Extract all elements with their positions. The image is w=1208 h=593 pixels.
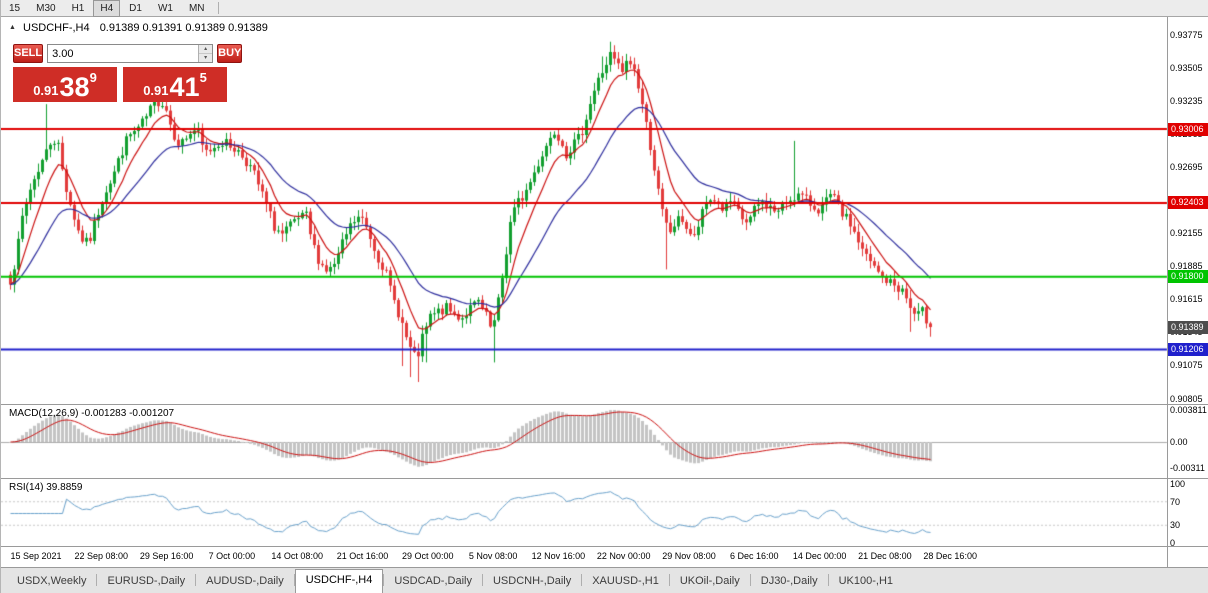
chart-tab-usdcad-daily[interactable]: USDCAD-,Daily — [394, 575, 472, 587]
time-axis-label: 7 Oct 00:00 — [208, 551, 256, 561]
hline-price-tag: 0.92403 — [1168, 196, 1208, 210]
rsi-timeaxis-separator — [1, 546, 1208, 547]
timeframe-toolbar: 15 M30 H1 H4 D1 W1 MN — [1, 0, 1208, 17]
time-axis-label: 29 Sep 16:00 — [139, 551, 194, 561]
bid-price-sup: 9 — [89, 70, 97, 85]
volume-decrease-button[interactable]: ▾ — [199, 54, 213, 62]
volume-increase-button[interactable]: ▴ — [199, 45, 213, 54]
chart-tab-bar: USDX,Weekly EURUSD-,Daily AUDUSD-,Daily USD… — [1, 567, 1208, 593]
time-axis-label: 22 Nov 00:00 — [596, 551, 651, 561]
rsi-axis-label: 0 — [1170, 538, 1176, 548]
time-axis-label: 15 Sep 2021 — [10, 551, 62, 561]
price-axis-label: 0.92695 — [1170, 162, 1203, 173]
time-axis-label: 14 Dec 00:00 — [792, 551, 847, 561]
time-axis-label: 28 Dec 16:00 — [923, 551, 977, 561]
price-axis[interactable]: 0.937750.935050.932350.929650.926950.924… — [1168, 18, 1208, 567]
toolbar-separator — [217, 2, 219, 14]
buy-price-panel[interactable]: 0.91 41 5 — [123, 67, 227, 102]
hline-price-tag: 0.93006 — [1168, 122, 1208, 136]
hline-price-tag: 0.91206 — [1168, 342, 1208, 356]
timeframe-button-m30[interactable]: M30 — [36, 2, 56, 14]
timeframe-button-h4[interactable]: H4 — [93, 0, 121, 17]
time-axis-label: 12 Nov 16:00 — [531, 551, 586, 561]
chart-tab-eurusd-daily[interactable]: EURUSD-,Daily — [107, 575, 186, 587]
bid-price-prefix: 0.91 — [33, 83, 59, 98]
price-axis-separator — [1167, 17, 1168, 567]
macd-axis-label: 0.00 — [1170, 437, 1188, 447]
price-axis-label: 0.93775 — [1170, 30, 1203, 40]
timeframe-button-w1[interactable]: W1 — [157, 2, 173, 14]
price-axis-label: 0.93235 — [1170, 96, 1203, 107]
time-axis-label: 6 Dec 16:00 — [730, 551, 779, 561]
one-click-collapse-icon[interactable]: ▲ — [9, 24, 16, 31]
tab-separator — [749, 574, 751, 586]
timeframe-button-d1[interactable]: D1 — [129, 2, 142, 14]
chart-symbol-title: USDCHF-,H4 — [23, 22, 90, 34]
chart-tab-uk100-h1[interactable]: UK100-,H1 — [838, 575, 894, 587]
rsi-axis-label: 70 — [1170, 496, 1181, 507]
chart-tab-usdcnh-daily[interactable]: USDCNH-,Daily — [492, 575, 572, 587]
timeframe-button-mn[interactable]: MN — [188, 2, 205, 14]
price-axis-label: 0.91075 — [1170, 360, 1203, 371]
tab-separator — [481, 574, 483, 586]
chart-ohlc-values: 0.91389 0.91391 0.91389 0.91389 — [99, 22, 268, 34]
time-axis-label: 14 Oct 08:00 — [271, 551, 323, 561]
time-axis-label: 29 Nov 08:00 — [662, 551, 716, 561]
tab-separator — [96, 574, 98, 586]
rsi-axis-label: 100 — [1170, 479, 1186, 489]
chart-tab-audusd-daily[interactable]: AUDUSD-,Daily — [206, 575, 284, 587]
price-axis-label: 0.93505 — [1170, 63, 1203, 74]
ask-price-prefix: 0.91 — [143, 83, 169, 98]
current-price-tag: 0.91389 — [1168, 320, 1208, 334]
volume-spinner: ▴ ▾ — [198, 45, 213, 62]
one-click-trading-panel: SELL ▴ ▾ BUY 0.91 38 9 0.91 41 5 — [13, 44, 243, 102]
time-axis-label: 5 Nov 08:00 — [468, 551, 518, 561]
price-axis-label: 0.92155 — [1170, 228, 1203, 239]
timeframe-button-15[interactable]: 15 — [9, 2, 21, 14]
buy-button[interactable]: BUY — [217, 44, 243, 63]
chart-tab-ukoil-daily[interactable]: UKOil-,Daily — [679, 575, 740, 587]
macd-indicator-title: MACD(12,26,9) -0.001283 -0.001207 — [9, 408, 175, 419]
macd-axis-label: 0.003811 — [1170, 405, 1207, 415]
bid-price-big: 38 — [59, 72, 90, 102]
tab-separator — [293, 574, 295, 586]
rsi-indicator-title: RSI(14) 39.8859 — [9, 482, 83, 493]
volume-input[interactable] — [48, 45, 199, 62]
price-axis-label: 0.91885 — [1170, 261, 1203, 272]
ask-price-big: 41 — [169, 72, 200, 102]
timeframe-button-h1[interactable]: H1 — [71, 2, 85, 14]
tab-separator — [383, 574, 385, 586]
time-axis-label: 21 Dec 08:00 — [858, 551, 912, 561]
tab-separator — [195, 574, 197, 586]
chart-macd-separator[interactable] — [1, 404, 1208, 405]
price-axis-label: 0.90805 — [1170, 393, 1203, 404]
time-axis[interactable]: 15 Sep 2021 22 Sep 08:00 29 Sep 16:00 7 Oct… — [1, 548, 1167, 566]
timeframe-buttons: 15 M30 H1 H4 D1 W1 MN — [1, 0, 213, 17]
chart-tab-xauusd-h1[interactable]: XAUUSD-,H1 — [592, 575, 659, 587]
rsi-axis-label: 30 — [1170, 520, 1181, 531]
sell-button[interactable]: SELL — [13, 44, 44, 63]
tab-separator — [668, 574, 670, 586]
hline-price-tag: 0.91800 — [1168, 270, 1208, 284]
tab-separator — [827, 574, 829, 586]
macd-axis-label: -0.00311 — [1170, 463, 1205, 474]
chart-tab-usdx-weekly[interactable]: USDX,Weekly — [17, 575, 87, 587]
chart-header: ▲ USDCHF-,H4 0.91389 0.91391 0.91389 0.9… — [9, 22, 268, 34]
ask-price-sup: 5 — [199, 70, 207, 85]
volume-box: ▴ ▾ — [47, 44, 214, 63]
chart-tab-usdchf-h4[interactable]: USDCHF-,H4 — [294, 569, 384, 593]
price-axis-label: 0.91615 — [1170, 294, 1203, 305]
tab-separator — [581, 574, 583, 586]
macd-rsi-separator[interactable] — [1, 478, 1208, 479]
time-axis-label: 22 Sep 08:00 — [74, 551, 129, 561]
time-axis-label: 21 Oct 16:00 — [336, 551, 389, 561]
time-axis-label: 29 Oct 00:00 — [402, 551, 454, 561]
chart-tab-dj30-daily[interactable]: DJ30-,Daily — [760, 575, 818, 587]
sell-price-panel[interactable]: 0.91 38 9 — [13, 67, 117, 102]
